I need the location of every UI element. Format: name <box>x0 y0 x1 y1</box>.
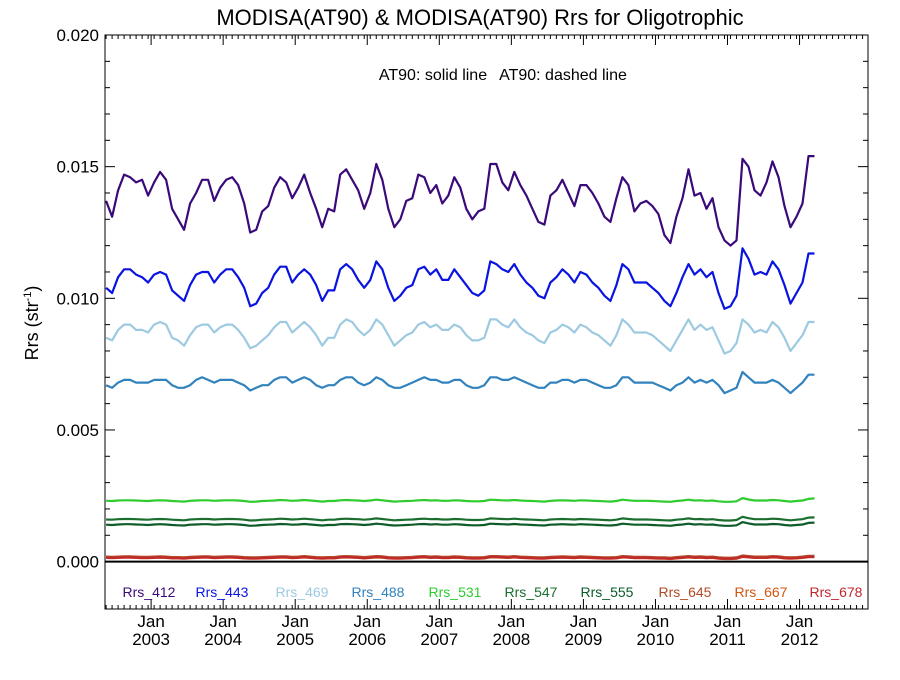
chart-title: MODISA(AT90) & MODISA(AT90) Rrs for Olig… <box>216 5 743 30</box>
series-line-rrs-531 <box>106 497 815 503</box>
x-tick-year: 2003 <box>132 630 170 649</box>
x-tick-month: Jan <box>426 612 453 631</box>
x-tick-year: 2012 <box>781 630 819 649</box>
legend-entry: Rrs_555 <box>581 584 634 600</box>
series-line-rrs-443 <box>105 247 815 310</box>
y-tick-label: 0.010 <box>56 289 99 308</box>
series-line-rrs-555 <box>106 520 815 527</box>
x-tick-month: Jan <box>281 612 308 631</box>
legend-entry: Rrs_547 <box>505 584 558 600</box>
x-tick-year: 2006 <box>348 630 386 649</box>
x-tick-month: Jan <box>209 612 236 631</box>
annotation-dashed: AT90: dashed line <box>499 67 627 84</box>
legend: Rrs_412 Rrs_443 Rrs_469 Rrs_488 Rrs_531 Rrs_5… <box>123 584 863 600</box>
x-tick-year: 2010 <box>637 630 675 649</box>
x-tick-month: Jan <box>137 612 164 631</box>
series-line-rrs-412 <box>105 155 815 247</box>
x-tick-year: 2004 <box>204 630 242 649</box>
plot-frame <box>104 34 869 610</box>
x-axis: Jan2003Jan2004Jan2005Jan2006Jan2007Jan20… <box>105 35 864 649</box>
y-axis-label-main: Rrs (str <box>22 301 42 360</box>
legend-entry: Rrs_667 <box>735 584 788 600</box>
legend-entry: Rrs_531 <box>429 584 482 600</box>
series-line-rrs-547 <box>106 515 815 522</box>
legend-entry: Rrs_412 <box>123 584 176 600</box>
legend-entry: Rrs_469 <box>276 584 329 600</box>
x-tick-year: 2007 <box>420 630 458 649</box>
x-tick-month: Jan <box>642 612 669 631</box>
series-line-rrs-469 <box>105 318 815 355</box>
x-tick-month: Jan <box>570 612 597 631</box>
x-tick-year: 2005 <box>276 630 314 649</box>
plot-area <box>105 155 868 563</box>
x-tick-month: Jan <box>714 612 741 631</box>
y-tick-label: 0.020 <box>56 26 99 45</box>
x-tick-month: Jan <box>498 612 525 631</box>
series-line-rrs-488 <box>105 370 815 395</box>
x-tick-month: Jan <box>354 612 381 631</box>
x-tick-year: 2011 <box>709 630 746 649</box>
annotation-solid: AT90: solid line <box>379 67 487 84</box>
y-tick-label: 0.000 <box>56 553 99 572</box>
x-tick-month: Jan <box>786 612 813 631</box>
y-axis: 0.000 0.005 0.010 0.015 0.020 <box>56 26 868 572</box>
legend-entry: Rrs_678 <box>810 584 863 600</box>
y-tick-label: 0.005 <box>56 421 99 440</box>
x-tick-year: 2009 <box>564 630 602 649</box>
legend-entry: Rrs_645 <box>659 584 712 600</box>
y-axis-label: Rrs (str-1) <box>22 286 42 361</box>
series-line-rrs-678 <box>106 555 815 560</box>
x-tick-year: 2008 <box>492 630 530 649</box>
legend-entry: Rrs_443 <box>196 584 249 600</box>
y-tick-label: 0.015 <box>56 158 99 177</box>
y-axis-label-close: ) <box>22 286 42 292</box>
y-axis-label-superscript: -1 <box>22 292 34 302</box>
legend-entry: Rrs_488 <box>352 584 405 600</box>
